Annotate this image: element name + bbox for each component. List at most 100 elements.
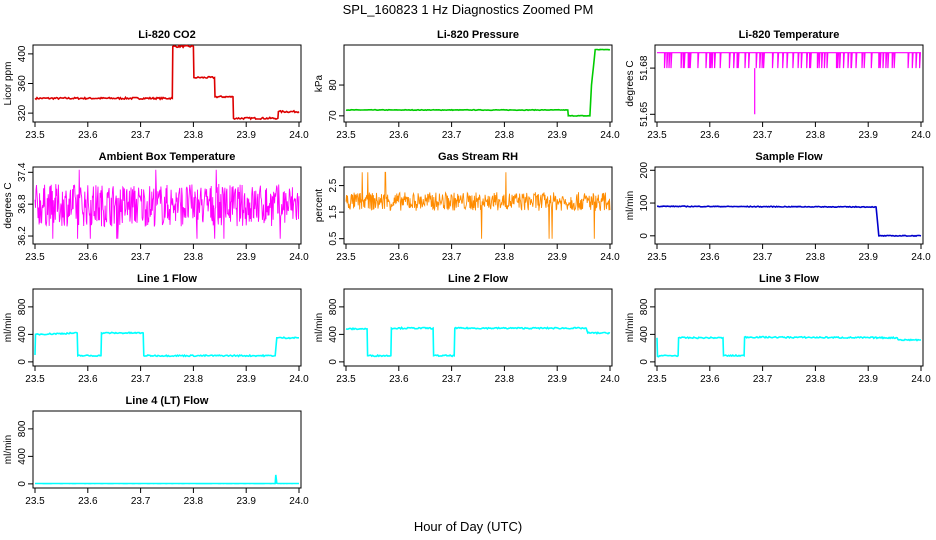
x-tick-label: 23.8 [184, 252, 204, 263]
panel-title: Gas Stream RH [438, 151, 518, 163]
x-tick-label: 24.0 [289, 374, 309, 385]
x-tick-label: 23.8 [495, 252, 515, 263]
series-line [345, 48, 611, 117]
panel-title: Ambient Box Temperature [99, 151, 236, 163]
x-tick-label: 23.9 [547, 130, 567, 141]
x-tick-label: 23.8 [184, 374, 204, 385]
panel-2: Li-820 Pressure kPa 23.5 23.6 23.7 23.8 23.9 24… [314, 29, 620, 141]
series-line [35, 474, 299, 485]
panel-title: Li-820 Temperature [739, 29, 840, 41]
x-tick-label: 23.8 [806, 252, 826, 263]
x-tick-label: 23.6 [700, 252, 720, 263]
y-tick-label: 400 [17, 45, 28, 62]
y-tick-label: 800 [328, 298, 339, 315]
x-tick-label: 24.0 [911, 374, 931, 385]
y-tick-label: 400 [17, 326, 28, 343]
y-tick-label: 0 [17, 481, 28, 487]
panel-8: Line 2 Flow ml/min 23.5 23.6 23.7 23.8 23.9 24.… [314, 273, 620, 385]
series-line [345, 171, 611, 239]
x-tick-label: 23.7 [442, 130, 462, 141]
plot-frame [32, 410, 302, 489]
x-tick-label: 24.0 [600, 374, 620, 385]
x-tick-label: 24.0 [911, 130, 931, 141]
x-tick-label: 23.6 [78, 374, 98, 385]
x-tick-label: 23.9 [858, 252, 878, 263]
y-axis-label: ml/min [3, 435, 14, 464]
x-tick-label: 23.8 [806, 130, 826, 141]
x-tick-label: 23.6 [78, 130, 98, 141]
y-tick-label: 36.8 [17, 194, 28, 214]
y-axis-label: ml/min [625, 191, 636, 220]
x-tick-label: 23.7 [442, 252, 462, 263]
x-tick-label: 23.9 [236, 252, 256, 263]
y-tick-label: 200 [639, 161, 650, 178]
x-tick-label: 23.5 [25, 374, 45, 385]
panel-title: Line 1 Flow [137, 273, 197, 285]
panel-6: Sample Flow ml/min 23.5 23.6 23.7 23.8 23.9 24.… [625, 151, 931, 263]
y-tick-label: 0 [639, 233, 650, 239]
panel-1: Li-820 CO2 Licor ppm 23.5 23.6 23.7 23.8 23.9 2… [3, 29, 309, 141]
x-tick-label: 24.0 [289, 252, 309, 263]
plot-frame [32, 166, 302, 245]
y-tick-label: 800 [639, 298, 650, 315]
x-tick-label: 23.8 [495, 130, 515, 141]
panel-title: Line 2 Flow [448, 273, 508, 285]
y-axis-label: ml/min [625, 313, 636, 342]
panel-title: Li-820 Pressure [437, 29, 519, 41]
figure-title: SPL_160823 1 Hz Diagnostics Zoomed PM [343, 2, 594, 17]
y-tick-label: 80 [328, 79, 339, 91]
panel-5: Gas Stream RH percent 23.5 23.6 23.7 23.8 23.9… [314, 151, 620, 263]
plot-frame [654, 44, 924, 123]
x-tick-label: 23.9 [236, 496, 256, 507]
x-tick-label: 23.9 [236, 130, 256, 141]
panel-3: Li-820 Temperature degrees C 23.5 23.6 23.7 2… [625, 29, 931, 141]
x-tick-label: 23.7 [131, 374, 151, 385]
x-tick-label: 24.0 [289, 130, 309, 141]
panel-title: Sample Flow [755, 151, 823, 163]
x-axis-label: Hour of Day (UTC) [414, 519, 522, 534]
y-tick-label: 800 [17, 420, 28, 437]
x-tick-label: 23.9 [858, 130, 878, 141]
plot-frame [343, 166, 613, 245]
panels: Li-820 CO2 Licor ppm 23.5 23.6 23.7 23.8 23.9 2… [3, 29, 931, 507]
y-tick-label: 2.5 [328, 178, 339, 192]
x-tick-label: 23.5 [25, 252, 45, 263]
x-tick-label: 23.5 [25, 496, 45, 507]
y-tick-label: 0 [17, 359, 28, 365]
x-tick-label: 23.7 [753, 130, 773, 141]
y-axis-label: Licor ppm [3, 62, 14, 106]
x-tick-label: 23.9 [547, 374, 567, 385]
x-tick-label: 23.8 [184, 130, 204, 141]
series-line [657, 52, 921, 115]
y-tick-label: 36.2 [17, 226, 28, 246]
plot-frame [32, 288, 302, 367]
x-tick-label: 23.8 [495, 374, 515, 385]
plot-frame [654, 288, 924, 367]
x-tick-label: 23.8 [184, 496, 204, 507]
y-tick-label: 100 [639, 194, 650, 211]
y-tick-label: 0 [639, 359, 650, 365]
y-axis-label: degrees C [625, 60, 636, 106]
series-line [345, 326, 611, 358]
y-axis-label: ml/min [3, 313, 14, 342]
y-tick-label: 0 [328, 359, 339, 365]
y-tick-label: 320 [17, 104, 28, 121]
x-tick-label: 23.9 [236, 374, 256, 385]
y-axis-label: ml/min [314, 313, 325, 342]
x-tick-label: 23.5 [25, 130, 45, 141]
plot-frame [343, 44, 613, 123]
y-tick-label: 37.4 [17, 162, 28, 182]
y-axis-label: percent [314, 189, 325, 223]
x-tick-label: 23.6 [700, 374, 720, 385]
x-tick-label: 23.6 [389, 130, 409, 141]
y-tick-label: 800 [17, 298, 28, 315]
series-line [656, 335, 922, 358]
y-tick-label: 51.68 [639, 55, 650, 80]
series-line [34, 44, 300, 121]
x-tick-label: 23.5 [336, 374, 356, 385]
x-tick-label: 23.5 [647, 130, 667, 141]
y-axis-label: degrees C [3, 182, 14, 228]
x-tick-label: 23.7 [131, 130, 151, 141]
y-tick-label: 70 [328, 110, 339, 122]
